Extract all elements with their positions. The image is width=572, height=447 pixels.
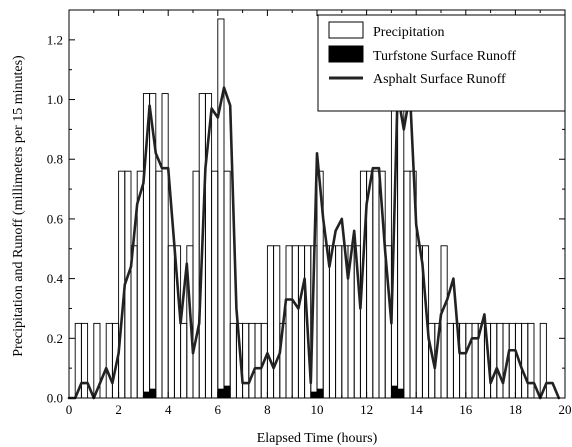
y-tick-label: 0.8 [47, 152, 63, 167]
x-tick-label: 6 [215, 402, 222, 417]
x-tick-label: 2 [115, 402, 122, 417]
x-tick-label: 14 [410, 402, 424, 417]
turfstone-runoff-bar [142, 391, 150, 399]
turfstone-runoff-bar [390, 385, 398, 399]
y-tick-label: 1.2 [47, 32, 63, 47]
legend-swatch-turfstone [328, 45, 364, 63]
x-tick-label: 4 [165, 402, 172, 417]
x-axis-title: Elapsed Time (hours) [257, 431, 378, 446]
asphalt-runoff-line [67, 86, 561, 400]
x-tick-label: 16 [459, 402, 473, 417]
legend-swatch-precipitation [328, 21, 364, 39]
turfstone-runoff-bar [397, 388, 405, 399]
legend-label-precipitation: Precipitation [373, 25, 445, 40]
y-tick-label: 0.2 [47, 331, 63, 346]
y-tick-label: 0.6 [47, 211, 64, 226]
x-tick-label: 20 [559, 402, 572, 417]
y-tick-label: 0.4 [47, 271, 64, 286]
y-axis-title: Precipitation and Runoff (millimeters pe… [11, 55, 26, 357]
x-tick-label: 8 [264, 402, 271, 417]
x-tick-label: 18 [509, 402, 522, 417]
legend-label-turfstone: Turfstone Surface Runoff [373, 49, 516, 64]
ticks-group: 0 2 4 6 8 10 12 14 16 18 20 0.0 0.2 0.4 0.6 0.8 1.0 1.2 [47, 9, 572, 417]
asphalt-runoff-line-group [67, 86, 561, 400]
x-tick-label: 10 [311, 402, 324, 417]
legend-label-asphalt: Asphalt Surface Runoff [373, 72, 506, 87]
legend: Precipitation Turfstone Surface Runoff A… [317, 14, 566, 112]
y-tick-label: 0.0 [47, 391, 63, 406]
turfstone-runoff-bar [149, 388, 157, 399]
turfstone-runoff-bars [142, 385, 405, 399]
y-tick-label: 1.0 [47, 92, 63, 107]
turfstone-runoff-bar [310, 391, 318, 399]
x-tick-label: 12 [360, 402, 373, 417]
turfstone-runoff-bar [217, 388, 225, 399]
x-tick-label: 0 [66, 402, 73, 417]
turfstone-runoff-bar [223, 385, 231, 399]
turfstone-runoff-bar [316, 388, 324, 399]
